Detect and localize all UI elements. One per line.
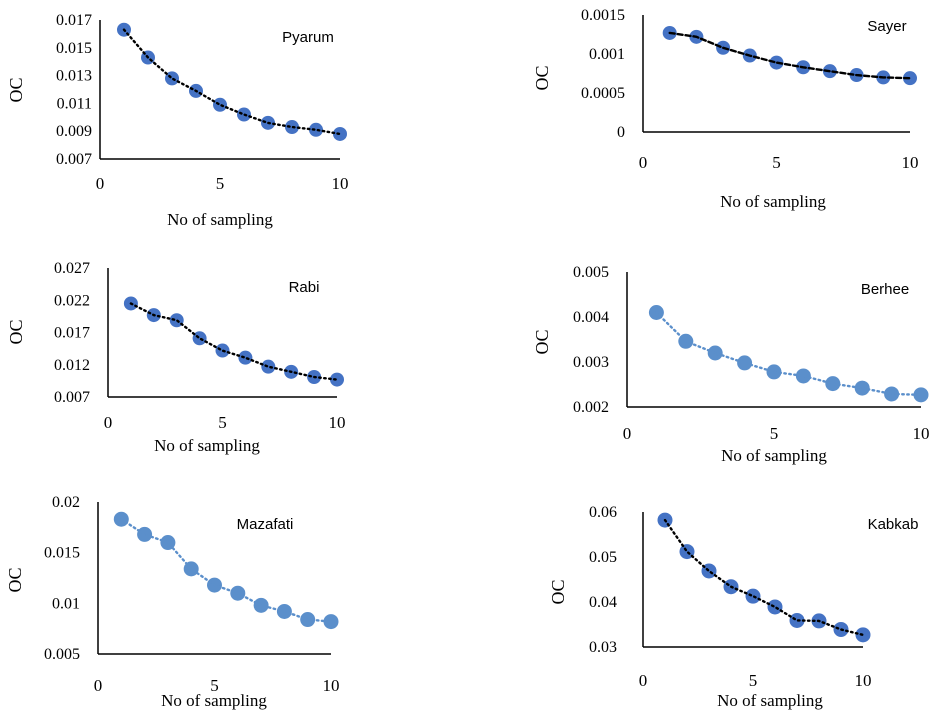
y-axis-title: OC (6, 77, 26, 102)
y-tick-label: 0.0015 (581, 7, 625, 24)
data-point (165, 71, 179, 86)
y-axis-title: OC (532, 65, 552, 90)
y-tick-label: 0.002 (573, 399, 609, 416)
chart-kabkab: 0.03 0.04 0.05 0.06 0 5 10 OC No of sampling Kabk… (548, 504, 918, 710)
y-tick-label: 0.007 (56, 151, 92, 168)
data-point (261, 359, 276, 374)
y-tick-label: 0.013 (56, 68, 92, 85)
x-axis-title: No of sampling (161, 691, 267, 710)
x-tick-label: 0 (623, 424, 632, 443)
y-tick-label: 0.003 (573, 354, 609, 371)
data-point (707, 345, 723, 361)
chart-berhee: 0.002 0.003 0.004 0.005 0 5 10 OC No of sampling… (532, 264, 930, 465)
x-tick-label: 5 (770, 424, 779, 443)
y-tick-label: 0 (617, 124, 625, 141)
y-tick-label: 0.01 (52, 595, 80, 612)
x-tick-label: 0 (639, 153, 648, 172)
y-tick-label: 0.027 (54, 260, 90, 277)
y-tick-label: 0.017 (54, 325, 90, 342)
trendline (663, 518, 865, 637)
trendline (129, 302, 339, 381)
y-axis-title: OC (6, 319, 26, 344)
chart-title: Berhee (861, 281, 909, 298)
data-point (309, 122, 323, 137)
x-tick-label: 0 (104, 413, 113, 432)
data-point (679, 544, 695, 560)
y-tick-label: 0.005 (44, 646, 80, 663)
chart-title: Pyarum (282, 29, 334, 46)
chart-mazafati: 0.005 0.01 0.015 0.02 0 5 10 OC No of sampling Ma… (5, 494, 340, 710)
y-tick-label: 0.001 (589, 46, 625, 63)
chart-title: Mazafati (237, 516, 294, 533)
y-tick-label: 0.012 (54, 357, 90, 374)
y-axis-title: OC (5, 567, 25, 592)
x-axis-title: No of sampling (720, 192, 826, 211)
y-tick-label: 0.015 (56, 40, 92, 57)
x-tick-label: 10 (332, 174, 349, 193)
chart-rabi: 0.007 0.012 0.017 0.022 0.027 0 5 10 OC No of sam… (6, 260, 346, 455)
x-axis-title: No of sampling (721, 446, 827, 465)
x-tick-label: 0 (96, 174, 105, 193)
data-point (192, 331, 207, 346)
x-tick-label: 10 (902, 153, 919, 172)
x-tick-label: 5 (772, 153, 781, 172)
y-tick-label: 0.022 (54, 292, 90, 309)
y-tick-label: 0.02 (52, 494, 80, 511)
y-axis-title: OC (532, 329, 552, 354)
data-point (137, 526, 153, 542)
y-tick-label: 0.06 (589, 504, 617, 521)
y-tick-label: 0.017 (56, 12, 92, 29)
y-tick-label: 0.007 (54, 389, 90, 406)
x-tick-label: 5 (218, 413, 227, 432)
chart-title: Kabkab (868, 516, 919, 533)
x-axis-title: No of sampling (167, 210, 273, 229)
data-point (213, 97, 227, 112)
x-tick-label: 0 (94, 676, 103, 695)
trendline (122, 28, 342, 136)
y-tick-label: 0.03 (589, 639, 617, 656)
x-tick-label: 10 (855, 671, 872, 690)
y-tick-label: 0.005 (573, 264, 609, 281)
x-tick-label: 10 (913, 424, 930, 443)
x-tick-label: 10 (323, 676, 340, 695)
data-point (767, 599, 783, 615)
y-axis-title: OC (548, 579, 568, 604)
chart-pyarum: 0.007 0.009 0.011 0.013 0.015 0.017 0 5 10 OC No o… (6, 12, 349, 229)
x-tick-label: 0 (639, 671, 648, 690)
x-tick-label: 5 (210, 676, 219, 695)
y-tick-label: 0.015 (44, 545, 80, 562)
data-point (913, 387, 929, 403)
x-tick-label: 5 (749, 671, 758, 690)
chart-sayer: 0 0.0005 0.001 0.0015 0 5 10 OC No of sampling Sa… (532, 7, 919, 211)
trendline (668, 31, 912, 80)
data-point (323, 614, 339, 630)
data-point (330, 372, 344, 387)
y-tick-label: 0.04 (589, 594, 617, 611)
x-axis-title: No of sampling (154, 436, 260, 455)
data-point (745, 588, 761, 604)
chart-title: Rabi (289, 279, 320, 296)
chart-title: Sayer (867, 18, 906, 35)
trendline (120, 518, 333, 623)
data-point (238, 350, 253, 365)
y-tick-label: 0.011 (57, 95, 92, 112)
y-tick-label: 0.004 (573, 309, 609, 326)
y-tick-label: 0.009 (56, 123, 92, 140)
trendline (655, 311, 923, 397)
x-tick-label: 5 (216, 174, 225, 193)
y-tick-label: 0.05 (589, 549, 617, 566)
x-axis-title: No of sampling (717, 691, 823, 710)
x-tick-label: 10 (329, 413, 346, 432)
y-tick-label: 0.0005 (581, 85, 625, 102)
